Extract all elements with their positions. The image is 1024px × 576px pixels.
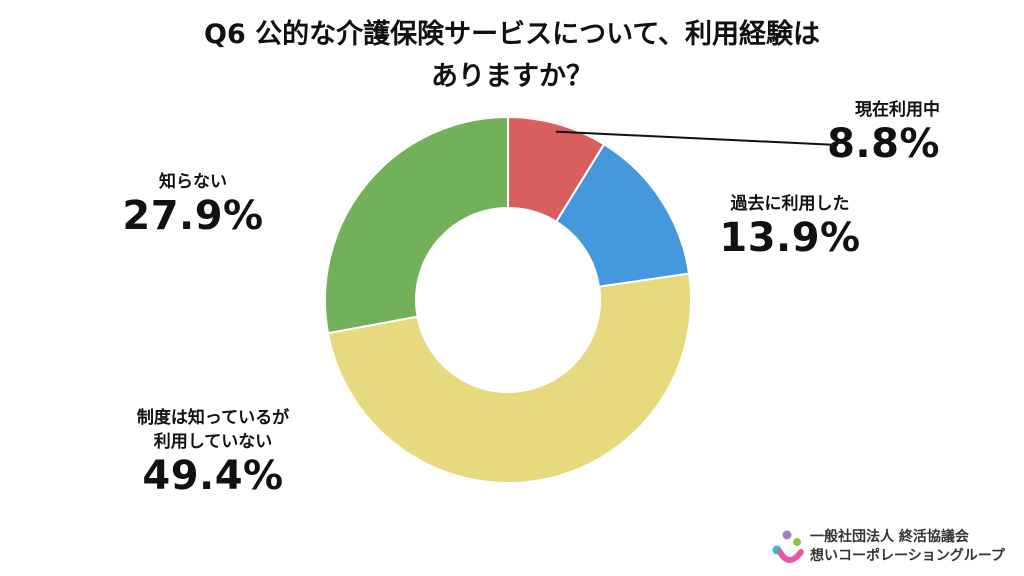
slice-value-aware: 49.4% (142, 453, 284, 499)
slice-value-past: 13.9% (719, 215, 861, 261)
slice-name-current: 現在利用中 (855, 100, 940, 120)
slice-label-current: 現在利用中 8.8% (827, 98, 940, 166)
slice-label-unknown: 知らない 27.9% (118, 170, 268, 238)
donut-slice-unknown (324, 115, 509, 335)
slice-name-aware-line-1: 制度は知っているが (136, 408, 290, 428)
slice-name-aware-line-2: 利用していない (153, 432, 273, 452)
organization-logo: 一般社団法人 終活協議会 想いコーポレーショングループ (770, 526, 1015, 570)
slice-value-current: 8.8% (827, 121, 940, 167)
logo-smile (777, 549, 804, 563)
logo-text-line-1: 一般社団法人 終活協議会 (810, 529, 969, 545)
logo-dot-green (793, 538, 801, 546)
slice-label-past: 過去に利用した 13.9% (715, 192, 865, 260)
slice-name-unknown: 知らない (159, 172, 227, 192)
slice-value-unknown: 27.9% (122, 193, 264, 239)
logo-text-line-2: 想いコーポレーショングループ (810, 548, 1005, 564)
donut-slice-aware (326, 272, 692, 484)
logo-mark-icon (772, 530, 804, 563)
slice-label-aware: 制度は知っているが 利用していない 49.4% (108, 406, 318, 498)
leader-line-current (555, 130, 839, 146)
chart-title-line-1: Q6 公的な介護保険サービスについて、利用経験は (204, 19, 820, 50)
logo-dot-purple (782, 530, 792, 540)
slice-name-past: 過去に利用した (730, 194, 850, 214)
chart-title-line-2: ありますか？ (431, 61, 593, 92)
chart-title: Q6 公的な介護保険サービスについて、利用経験は ありますか？ (0, 14, 1024, 98)
